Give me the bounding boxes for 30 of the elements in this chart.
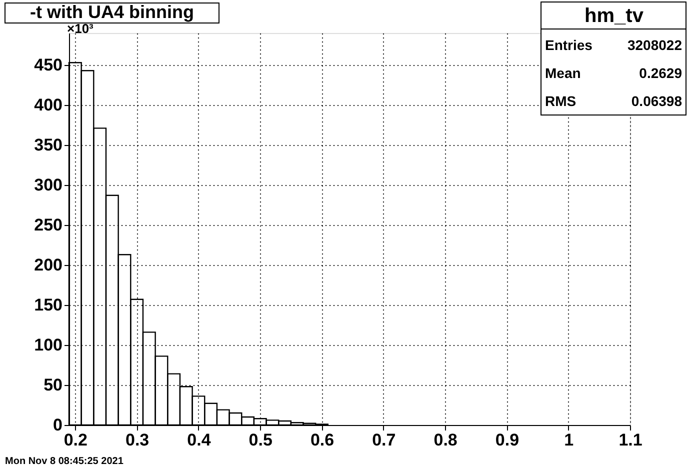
x-tick-label: 0.7 [372,430,396,450]
x-tick-label: 0.2 [64,430,88,450]
chart-title: -t with UA4 binning [30,2,194,22]
x-tick-label: 0.8 [434,430,458,450]
annotation: Entries [545,37,593,53]
x-tick-label: 1 [564,430,574,450]
x-tick-label: 0.6 [310,430,334,450]
text: hm_tv [584,5,644,27]
x-tick-label: 0.9 [495,430,520,450]
x-tick-label: 0.5 [248,430,272,450]
x-tick-label: 0.3 [125,430,150,450]
text: Mon Nov 8 08:45:25 2021 [5,456,124,467]
x-tick-label: 1.1 [618,430,642,450]
y-tick-label: 200 [34,256,62,274]
y-tick-label: 100 [34,336,62,354]
x-tick-label: 0.4 [187,430,212,450]
annotation: ×10³ [67,21,94,36]
y-tick-label: 150 [34,296,62,314]
y-tick-label: 0 [53,416,62,434]
text: 0.2629 [639,65,682,81]
y-tick-label: 50 [44,376,62,394]
y-tick-label: 350 [34,136,62,154]
annotation: RMS [545,93,576,109]
y-tick-label: 300 [34,176,62,194]
annotation: Mean [545,65,581,81]
annotation: 3208022 [627,37,682,53]
text: 0.06398 [631,93,682,109]
y-tick-label: 400 [34,96,62,114]
y-tick-label: 450 [34,56,62,74]
y-tick-label: 250 [34,216,62,234]
